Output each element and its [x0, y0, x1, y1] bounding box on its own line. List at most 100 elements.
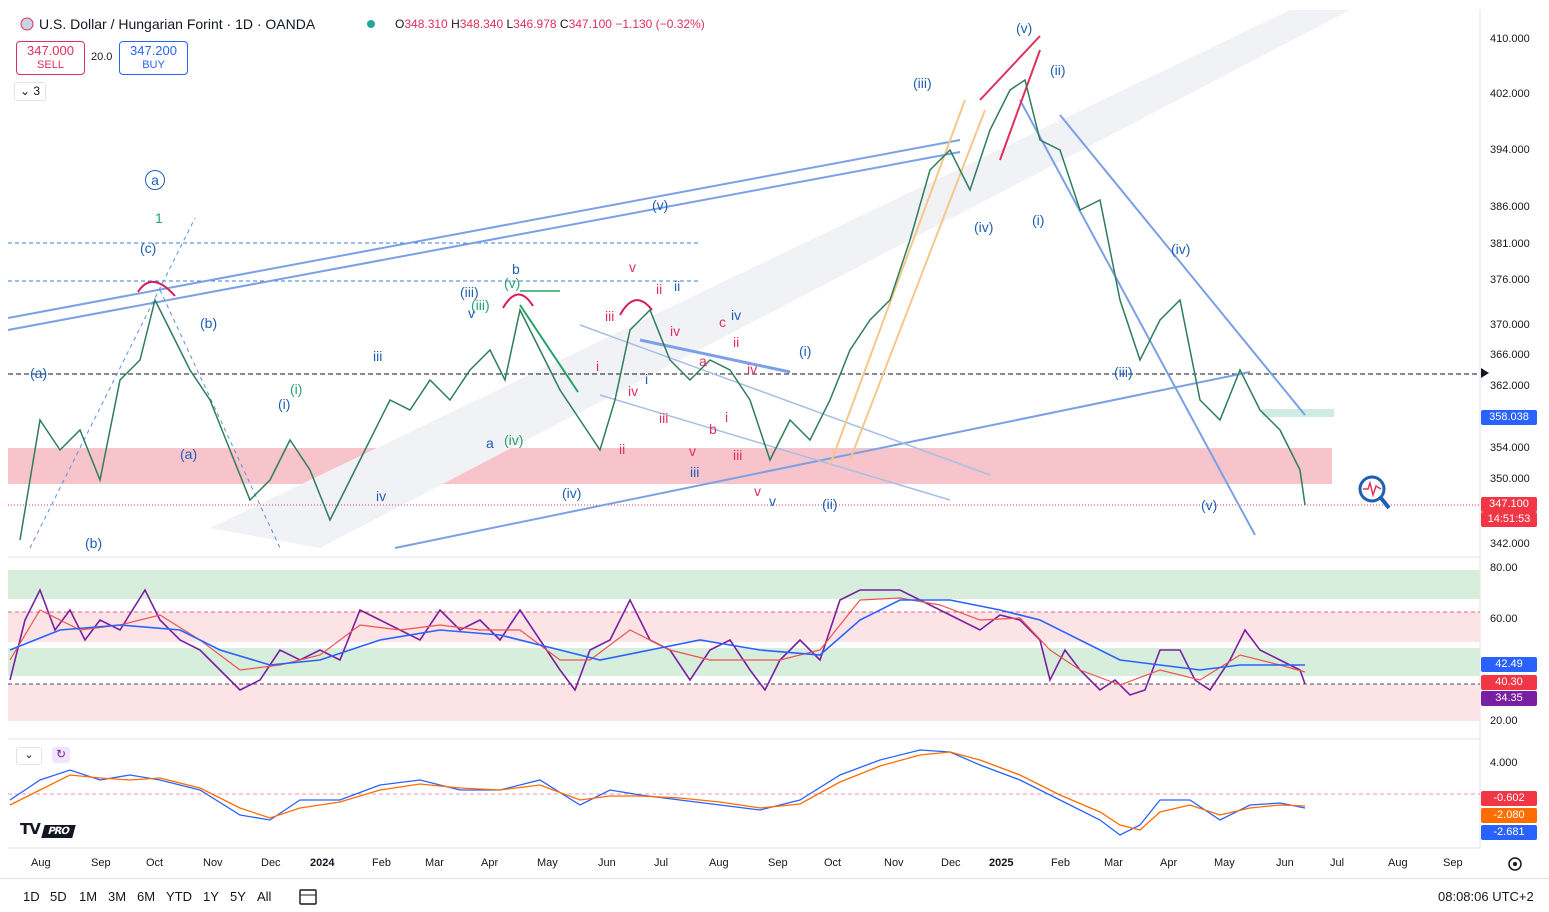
macd-hist-tag: -0.602	[1481, 791, 1537, 806]
time-axis-label: Apr	[481, 857, 499, 869]
wave-label: a	[699, 353, 707, 369]
range-5y-button[interactable]: 5Y	[230, 889, 246, 904]
sell-price: 347.000	[27, 43, 74, 58]
sell-button[interactable]: 347.000 SELL	[16, 41, 85, 75]
time-axis-label: Nov	[203, 857, 223, 869]
low-label: L	[506, 17, 514, 31]
wave-label: ii	[733, 334, 740, 350]
range-1y-button[interactable]: 1Y	[203, 889, 219, 904]
wave-label: (a)	[30, 365, 48, 381]
high-label: H	[451, 17, 460, 31]
time-axis-label: Dec	[941, 857, 961, 869]
chevron-down-icon: ⌄	[20, 84, 31, 98]
price-axis-label: 354.000	[1490, 442, 1530, 454]
open-value: 348.310	[404, 17, 448, 31]
wave-label: iii	[733, 447, 743, 463]
wave-label: v	[769, 493, 776, 509]
wave-label: a	[486, 435, 494, 451]
support-zone	[8, 448, 1332, 484]
time-axis-label: Jun	[598, 857, 616, 869]
range-6m-button[interactable]: 6M	[137, 889, 156, 904]
wave-label: i	[645, 371, 649, 387]
low-value: 346.978	[513, 17, 557, 31]
rsi-axis-label: 20.00	[1490, 715, 1518, 727]
open-label: O	[395, 17, 405, 31]
wave-label: iv	[670, 323, 681, 339]
time-axis-label: May	[537, 857, 558, 869]
wave-label: iii	[605, 308, 615, 324]
wave-label: (iv)	[504, 432, 524, 448]
macd-line-tag: -2.681	[1481, 825, 1537, 840]
wave-label: (v)	[1201, 497, 1218, 513]
level-price-tag: 358.038	[1481, 410, 1537, 425]
wave-label: iv	[376, 488, 387, 504]
wave-label: (iv)	[562, 485, 582, 501]
wave-label: (v)	[1016, 20, 1033, 36]
rsi-value-tag: 34.35	[1481, 691, 1537, 706]
time-axis-label: Oct	[824, 857, 842, 869]
wave-label: (v)	[652, 197, 669, 213]
wave-label: iii	[659, 410, 669, 426]
range-all-button[interactable]: All	[257, 889, 272, 904]
wave-label: (ii)	[822, 496, 838, 512]
time-axis-label: Jun	[1276, 857, 1294, 869]
rsi-line	[9, 588, 1306, 696]
range-ytd-button[interactable]: YTD	[166, 889, 192, 904]
macd-collapse-button[interactable]: ⌄	[16, 747, 42, 765]
wave-label: v	[754, 483, 761, 499]
clock-timezone[interactable]: 08:08:06 UTC+2	[1438, 889, 1534, 904]
range-1m-button[interactable]: 1M	[79, 889, 98, 904]
tradingview-logo: TV PRO	[20, 820, 76, 838]
time-axis-label: Mar	[1104, 857, 1123, 869]
wave-label: (i)	[278, 396, 291, 412]
wave-label: (iii)	[1114, 364, 1133, 380]
wave-label: iv	[628, 383, 639, 399]
wave-label: 1	[155, 210, 163, 226]
wave-label: v	[468, 305, 475, 321]
macd-line	[9, 749, 1306, 836]
wave-label: (iii)	[913, 75, 932, 91]
wave-label: (i)	[290, 381, 303, 397]
zoom-magnifier-icon[interactable]	[1358, 475, 1391, 510]
price-axis-label: 394.000	[1490, 144, 1530, 156]
range-3m-button[interactable]: 3M	[108, 889, 127, 904]
time-axis-label: Sep	[91, 857, 111, 869]
time-axis-label: Oct	[146, 857, 164, 869]
macd-axis-label: 4.000	[1490, 757, 1518, 769]
wave-label: ii	[674, 278, 681, 294]
refresh-icon[interactable]: ↻	[52, 747, 70, 763]
indicators-toggle[interactable]: ⌄ 3	[14, 82, 46, 101]
wave-label: i	[596, 358, 600, 374]
time-axis-label: Nov	[884, 857, 904, 869]
price-axis-label: 410.000	[1490, 33, 1530, 45]
close-value: 347.100	[568, 17, 612, 31]
spread-value: 20.0	[91, 51, 113, 63]
wave-label: (a)	[180, 446, 198, 462]
price-axis-label: 381.000	[1490, 238, 1530, 250]
calendar-icon[interactable]	[299, 889, 317, 905]
time-axis-label: Dec	[261, 857, 281, 869]
wave-label: (iv)	[974, 219, 994, 235]
wave-label: (iv)	[1171, 241, 1191, 257]
wave-label: (b)	[200, 315, 218, 331]
buy-button[interactable]: 347.200 BUY	[119, 41, 188, 75]
price-axis-label: 376.000	[1490, 274, 1530, 286]
range-5d-button[interactable]: 5D	[50, 889, 67, 904]
time-axis-label: Aug	[709, 857, 729, 869]
macd-signal-tag: -2.080	[1481, 808, 1537, 823]
wave-label: (iii)	[460, 284, 479, 300]
symbol-title[interactable]: U.S. Dollar / Hungarian Forint · 1D · OA…	[39, 16, 316, 32]
settings-gear-icon[interactable]	[1508, 857, 1522, 871]
time-axis-label: Feb	[372, 857, 391, 869]
high-value: 348.340	[459, 17, 504, 31]
rsi-axis-label: 80.00	[1490, 562, 1518, 574]
level-pointer-icon	[1481, 368, 1489, 378]
wave-label: (v)	[504, 275, 521, 291]
range-1d-button[interactable]: 1D	[23, 889, 40, 904]
wave-label: iii	[690, 464, 700, 480]
time-axis-label: Jul	[1330, 857, 1345, 869]
wave-label: ii	[656, 281, 663, 297]
time-axis-label: Mar	[425, 857, 444, 869]
wave-label: i	[725, 409, 729, 425]
